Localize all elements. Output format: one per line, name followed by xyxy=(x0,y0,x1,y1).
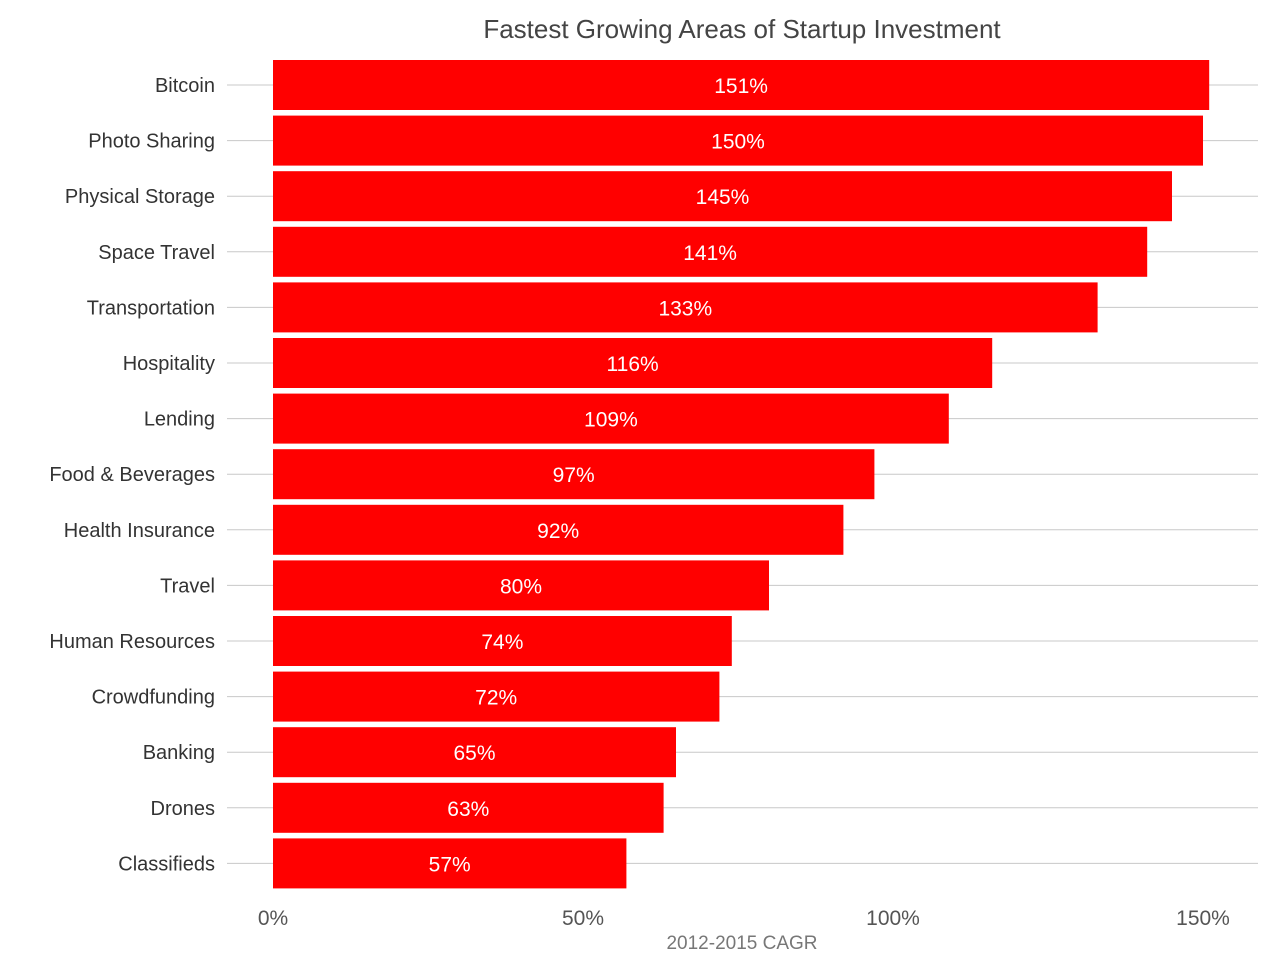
bar-value-label: 151% xyxy=(714,75,768,98)
bar-value-label: 133% xyxy=(658,297,712,320)
category-label: Hospitality xyxy=(123,353,215,375)
x-tick-label: 150% xyxy=(1176,907,1230,930)
category-label: Health Insurance xyxy=(64,520,215,542)
bar xyxy=(273,115,1203,166)
bar-value-label: 150% xyxy=(711,131,765,154)
bar xyxy=(273,616,732,666)
category-label: Photo Sharing xyxy=(88,131,215,153)
category-label: Physical Storage xyxy=(65,186,215,208)
x-tick-label: 100% xyxy=(866,907,920,930)
category-label: Food & Beverages xyxy=(49,464,215,486)
bar-value-label: 57% xyxy=(429,853,471,876)
x-axis-ticks: 0% 50% 100% 150% xyxy=(258,907,1230,930)
bar xyxy=(273,282,1098,333)
bar-value-label: 80% xyxy=(500,575,542,598)
category-label: Drones xyxy=(151,798,215,820)
bar xyxy=(273,671,720,722)
bar xyxy=(273,449,875,500)
x-tick-label: 50% xyxy=(562,907,604,930)
bar xyxy=(273,338,993,388)
x-tick-label: 0% xyxy=(258,907,288,930)
bar-value-label: 109% xyxy=(584,409,638,432)
bar-value-label: 97% xyxy=(553,464,595,487)
x-axis-title: 2012-2015 CAGR xyxy=(666,933,817,954)
category-label: Space Travel xyxy=(98,242,215,264)
category-label: Banking xyxy=(143,742,215,764)
bar-value-label: 116% xyxy=(607,353,659,376)
bar-value-label: 63% xyxy=(447,798,489,821)
bar-value-label: 145% xyxy=(696,186,750,209)
bar xyxy=(273,838,627,889)
chart-title: Fastest Growing Areas of Startup Investm… xyxy=(483,14,1001,44)
category-label: Bitcoin xyxy=(155,75,215,97)
category-label: Transportation xyxy=(87,297,215,319)
category-labels: Bitcoin Photo Sharing Physical Storage Spac… xyxy=(49,75,215,875)
bar-value-label: 65% xyxy=(453,742,495,765)
category-label: Human Resources xyxy=(49,631,215,653)
bar xyxy=(273,727,676,778)
category-label: Crowdfunding xyxy=(92,687,215,709)
bar-value-label: 74% xyxy=(481,631,523,654)
bar xyxy=(273,560,769,611)
bar xyxy=(273,226,1148,277)
category-label: Travel xyxy=(160,575,215,597)
bar xyxy=(273,171,1172,222)
bar-value-label: 72% xyxy=(475,687,517,710)
bar xyxy=(273,782,664,833)
bar xyxy=(273,393,949,444)
category-label: Lending xyxy=(144,409,215,431)
category-label: Classifieds xyxy=(118,853,215,875)
bars: 151% 150% 145% 141% 133% 116% 109% 97% 92% 80% 74%… xyxy=(273,60,1210,889)
bar-value-label: 92% xyxy=(537,520,579,543)
bar xyxy=(273,504,844,555)
bar-value-label: 141% xyxy=(683,242,737,265)
bar xyxy=(273,60,1210,110)
